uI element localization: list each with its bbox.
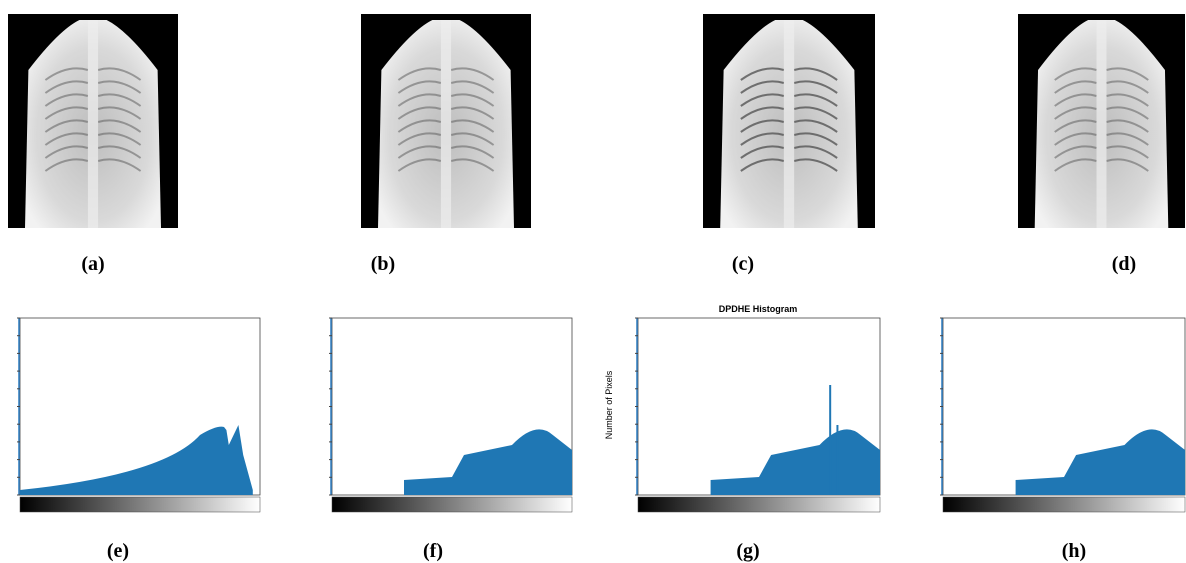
rib [44, 93, 89, 107]
rib [44, 67, 89, 81]
spine [440, 20, 452, 228]
rib [1054, 80, 1097, 94]
rib [1054, 145, 1097, 159]
rib [793, 119, 838, 133]
panel-label: (a) [81, 253, 104, 275]
rib [44, 145, 89, 159]
xray-image [361, 14, 531, 228]
rib [44, 80, 89, 94]
rib [740, 93, 785, 107]
rib [1106, 106, 1149, 120]
histogram-bars [1015, 429, 1185, 495]
rib [740, 106, 785, 120]
rib [397, 67, 442, 81]
rib [740, 119, 785, 133]
spike [829, 385, 832, 495]
gray-bar [331, 496, 573, 513]
rib [740, 67, 785, 81]
rib [450, 80, 495, 94]
rib [793, 158, 838, 172]
rib [1054, 93, 1097, 107]
rib [397, 119, 442, 133]
rib [740, 158, 785, 172]
rib [44, 119, 89, 133]
rib [740, 80, 785, 94]
rib [450, 67, 495, 81]
gray-bar [19, 496, 261, 513]
rib [740, 132, 785, 146]
rib [1106, 145, 1149, 159]
rib [450, 93, 495, 107]
histogram [17, 317, 261, 513]
rib [397, 132, 442, 146]
rib [1054, 132, 1097, 146]
rib [44, 132, 89, 146]
histogram [940, 317, 1186, 513]
xray-image [1018, 14, 1185, 228]
rib [97, 158, 142, 172]
rib [97, 93, 142, 107]
spine [87, 20, 99, 228]
rib [450, 158, 495, 172]
panel-label: (b) [371, 253, 395, 275]
rib [397, 158, 442, 172]
rib [1106, 119, 1149, 133]
spine [783, 20, 795, 228]
histogram-title: DPDHE Histogram [719, 304, 798, 314]
y-axis-label: Number of Pixels [604, 370, 614, 439]
rib [1054, 67, 1097, 81]
rib [44, 158, 89, 172]
rib [793, 80, 838, 94]
rib [793, 132, 838, 146]
histogram [635, 317, 881, 513]
rib [397, 106, 442, 120]
rib [793, 145, 838, 159]
rib [1054, 106, 1097, 120]
panel-label: (f) [423, 540, 443, 562]
rib [397, 93, 442, 107]
panel-label: (c) [732, 253, 754, 275]
gray-bar [637, 496, 881, 513]
panel-label: (e) [107, 540, 129, 562]
gray-bar [942, 496, 1186, 513]
rib [450, 106, 495, 120]
rib [44, 106, 89, 120]
histogram-bars [20, 425, 253, 495]
rib [450, 132, 495, 146]
rib [1054, 119, 1097, 133]
rib [97, 67, 142, 81]
histogram-bars [404, 429, 572, 495]
rib [97, 119, 142, 133]
rib [1106, 67, 1149, 81]
panel-label: (h) [1062, 540, 1086, 562]
spine [1096, 20, 1107, 228]
rib [1054, 158, 1097, 172]
rib [1106, 132, 1149, 146]
rib [1106, 80, 1149, 94]
rib [793, 93, 838, 107]
panel-label: (d) [1112, 253, 1136, 275]
xray-image [8, 14, 178, 228]
panel-label: (g) [736, 540, 759, 562]
rib [450, 145, 495, 159]
rib [97, 106, 142, 120]
rib [97, 132, 142, 146]
rib [97, 80, 142, 94]
rib [1106, 93, 1149, 107]
rib [397, 145, 442, 159]
rib [740, 145, 785, 159]
rib [97, 145, 142, 159]
rib [793, 106, 838, 120]
histogram [329, 317, 573, 513]
rib [793, 67, 838, 81]
spike [836, 425, 839, 495]
rib [1106, 158, 1149, 172]
rib [397, 80, 442, 94]
rib [450, 119, 495, 133]
xray-image [703, 14, 875, 228]
